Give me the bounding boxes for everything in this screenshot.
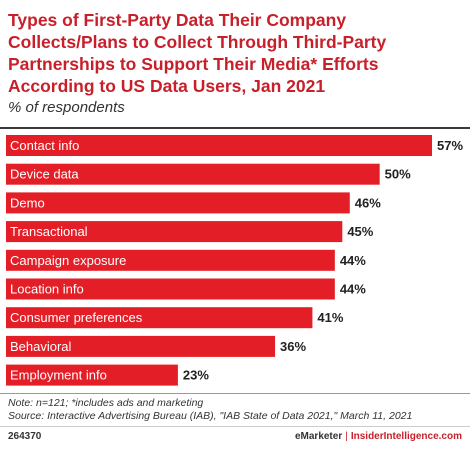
- brand-emarketer: eMarketer: [294, 431, 343, 442]
- brand-separator: |: [345, 431, 348, 442]
- bar-chart: Contact info 57% Device data 50% Demo 46% Tran…: [6, 135, 463, 386]
- category-label: Demo: [10, 195, 45, 210]
- value-label: 45%: [347, 224, 373, 239]
- chart-id: 264370: [8, 431, 42, 442]
- category-label: Transactional: [10, 224, 88, 239]
- category-label: Consumer preferences: [10, 310, 143, 325]
- footer-divider: [0, 426, 470, 427]
- note-text: Note: n=121; *includes ads and marketing: [8, 397, 204, 409]
- chart-subtitle: % of respondents: [8, 99, 125, 116]
- value-label: 23%: [183, 368, 209, 383]
- bar-location-info: [6, 278, 335, 300]
- bar-contact-info: [6, 135, 432, 156]
- value-label: 41%: [317, 310, 343, 325]
- bottom-divider: [0, 393, 470, 394]
- brand-credit: eMarketer | InsiderIntelligence.com: [295, 431, 462, 442]
- category-label: Contact info: [10, 138, 79, 153]
- value-label: 57%: [437, 138, 463, 153]
- value-label: 36%: [280, 339, 306, 354]
- source-text: Source: Interactive Advertising Bureau (…: [8, 410, 413, 422]
- category-label: Behavioral: [10, 339, 72, 354]
- top-divider: [0, 127, 470, 129]
- bar-device-data: [6, 163, 380, 185]
- category-label: Location info: [10, 282, 84, 297]
- bar-consumer-preferences: [6, 307, 313, 329]
- category-label: Campaign exposure: [10, 253, 126, 268]
- bar-behavioral: [6, 335, 276, 357]
- bar-demo: [6, 192, 350, 214]
- bar-employment-info: [6, 364, 178, 386]
- value-label: 46%: [355, 195, 381, 210]
- value-label: 50%: [385, 167, 411, 182]
- brand-insider-link[interactable]: InsiderIntelligence.com: [350, 431, 462, 442]
- value-label: 44%: [340, 253, 366, 268]
- bar-campaign-exposure: [6, 249, 335, 271]
- footnotes: Note: n=121; *includes ads and marketing…: [8, 397, 412, 423]
- bar-transactional: [6, 221, 343, 243]
- category-label: Device data: [10, 167, 79, 182]
- chart-title: Types of First-Party Data Their Company …: [8, 10, 387, 96]
- category-label: Employment info: [10, 368, 107, 383]
- value-label: 44%: [340, 282, 366, 297]
